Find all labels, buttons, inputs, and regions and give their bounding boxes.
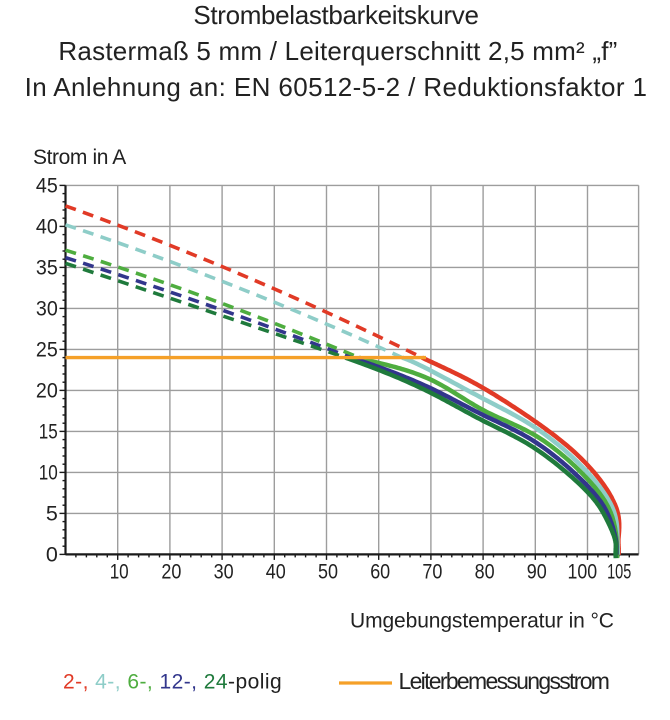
svg-text:20: 20 <box>36 378 58 402</box>
svg-text:40: 40 <box>266 560 286 584</box>
svg-text:10: 10 <box>39 460 58 484</box>
svg-text:80: 80 <box>475 560 495 584</box>
svg-text:35: 35 <box>36 255 58 279</box>
svg-text:45: 45 <box>36 173 58 197</box>
svg-text:15: 15 <box>39 419 58 443</box>
svg-text:Umgebungstemperatur in °C: Umgebungstemperatur in °C <box>350 610 614 633</box>
svg-text:10: 10 <box>110 560 129 584</box>
svg-text:Strom in A: Strom in A <box>33 146 126 169</box>
svg-text:2-, 4-, 6-, 12-, 24-polig: 2-, 4-, 6-, 12-, 24-polig <box>63 671 282 694</box>
svg-text:Leiterbemessungsstrom: Leiterbemessungsstrom <box>399 668 609 694</box>
svg-text:40: 40 <box>36 214 58 238</box>
svg-text:20: 20 <box>161 560 181 584</box>
svg-text:30: 30 <box>36 296 58 320</box>
svg-text:70: 70 <box>422 560 442 584</box>
svg-text:Strombelastbarkeitskurve: Strombelastbarkeitskurve <box>193 0 478 30</box>
svg-text:105: 105 <box>607 560 631 584</box>
svg-text:100: 100 <box>568 560 598 584</box>
svg-text:0: 0 <box>46 542 58 566</box>
svg-text:30: 30 <box>214 560 234 584</box>
svg-text:Rastermaß 5 mm / Leiterquersch: Rastermaß 5 mm / Leiterquerschnitt 2,5 m… <box>58 36 617 66</box>
svg-text:90: 90 <box>527 560 547 584</box>
svg-text:5: 5 <box>46 501 58 525</box>
svg-text:50: 50 <box>318 560 338 584</box>
svg-text:In Anlehnung an: EN 60512-5-2: In Anlehnung an: EN 60512-5-2 / Reduktio… <box>25 72 648 102</box>
svg-text:25: 25 <box>36 337 58 361</box>
svg-text:60: 60 <box>370 560 390 584</box>
